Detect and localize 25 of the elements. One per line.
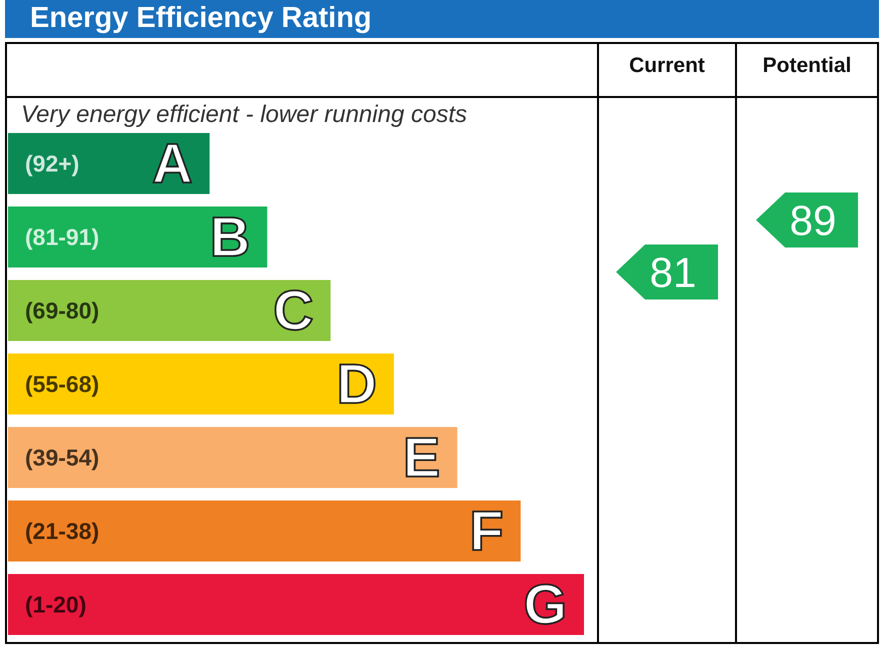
bar <box>8 500 521 562</box>
bar <box>8 574 584 635</box>
annotation: (81-91) <box>25 224 100 250</box>
annotation: Very energy efficient - lower running costs <box>21 101 467 128</box>
text: 81 <box>650 249 696 296</box>
chart-title: Energy Efficiency Rating <box>30 2 372 34</box>
text: Potential <box>762 54 852 77</box>
bar <box>8 354 394 414</box>
y-tick-label: A <box>152 132 193 194</box>
bar <box>8 280 331 342</box>
annotation: (39-54) <box>25 444 100 470</box>
annotation: (69-80) <box>25 298 100 324</box>
y-tick-label: C <box>273 278 314 342</box>
text: 89 <box>790 197 836 244</box>
annotation: (1-20) <box>25 592 86 618</box>
y-tick-label: D <box>336 352 377 415</box>
y-tick-label: F <box>469 499 504 562</box>
text: Current <box>629 54 705 77</box>
y-tick-label: E <box>402 426 440 488</box>
annotation: (55-68) <box>25 371 100 397</box>
y-tick-label: B <box>210 205 250 268</box>
y-tick-label: G <box>523 572 567 636</box>
bar <box>8 426 458 488</box>
annotation: (21-38) <box>25 518 100 544</box>
annotation: (92+) <box>25 150 80 176</box>
